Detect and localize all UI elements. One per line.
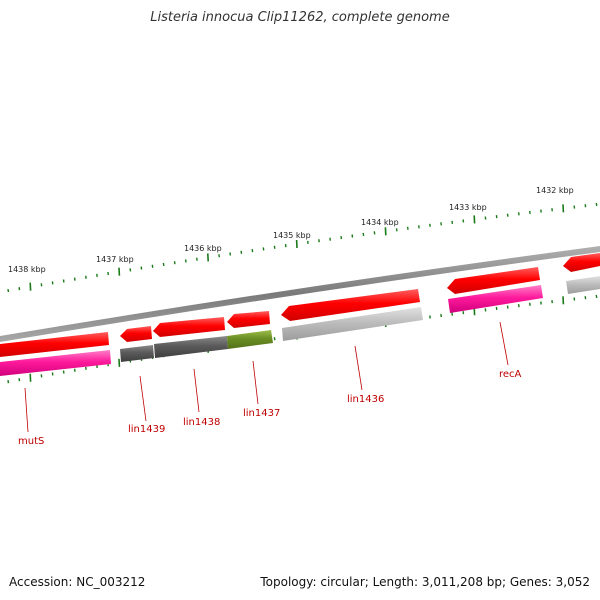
cds-forward-lin1436[interactable] [281,289,420,321]
tick-label-1432: 1432 kbp [536,186,574,195]
gene-label-lin1439: lin1439 [128,424,165,435]
cds-reverse-mutS[interactable] [0,350,111,376]
cds-reverse-lin1438[interactable] [154,336,228,358]
tick-label-1435: 1435 kbp [273,231,311,240]
cds-forward-lin1438[interactable] [153,317,225,337]
tick-label-1437: 1437 kbp [96,255,134,264]
cds-forward-edge[interactable] [563,253,600,272]
tick-label-1434: 1434 kbp [361,218,399,227]
tick-label-1433: 1433 kbp [449,203,487,212]
leader-lin1439 [139,375,147,422]
leader-lin1437 [252,360,259,405]
genome-summary-text: Topology: circular; Length: 3,011,208 bp… [260,575,590,589]
leader-lin1436 [354,345,363,391]
leader-recA [499,321,509,366]
outer-tick-ring [7,202,598,293]
cds-reverse-lin1436[interactable] [282,307,423,341]
cds-forward-lin1437[interactable] [227,311,270,328]
gene-label-lin1436: lin1436 [347,394,384,405]
cds-reverse-recA[interactable] [448,285,543,313]
accession-text: Accession: NC_003212 [9,575,146,589]
tick-label-1438: 1438 kbp [8,265,46,274]
cds-forward-mutS-region[interactable] [0,332,109,357]
gene-label-lin1438: lin1438 [183,417,220,428]
cds-reverse-lin1439[interactable] [120,345,154,362]
leader-mutS [24,387,29,433]
gene-label-lin1437: lin1437 [243,408,280,419]
map-title: Listeria innocua Clip11262, complete gen… [150,10,450,25]
gene-label-mutS: mutS [18,436,44,447]
gene-label-recA: recA [499,369,522,380]
leader-lin1438 [193,368,200,413]
genome-backbone [0,246,600,342]
cds-reverse-lin1437[interactable] [227,330,273,349]
cds-reverse-edge[interactable] [566,276,600,294]
tick-label-1436: 1436 kbp [184,244,222,253]
cds-forward-recA[interactable] [447,267,540,294]
cds-forward-lin1439[interactable] [120,326,152,342]
